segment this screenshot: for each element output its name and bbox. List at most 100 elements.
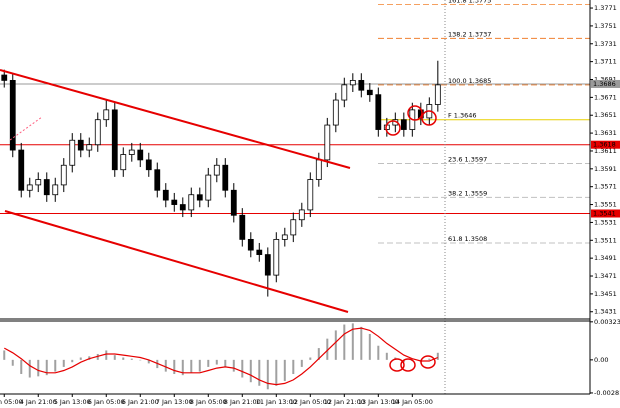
histogram-bar <box>198 359 201 372</box>
price-panel: 1.3771 1.3751 1.3731 1.3711 1.3691 1.3671 1.36… <box>0 0 620 316</box>
histogram-bar <box>292 359 295 374</box>
candle-body <box>307 179 314 211</box>
histogram-bar <box>436 352 439 360</box>
candle-body <box>43 179 50 196</box>
x-tick-label: 11 Jan 13:00 <box>256 398 297 406</box>
histogram-bar <box>377 345 380 360</box>
y-tick-label: 0.00323 <box>594 318 620 326</box>
candle-body <box>366 89 373 96</box>
histogram-bar <box>3 350 6 360</box>
candle-body <box>145 159 152 171</box>
y-tick-label: 1.3751 <box>594 22 617 30</box>
candle-body <box>26 184 33 191</box>
macd-panel: 0.00323 0.00 -0.00281 4 Jan 05:004 Jan 21:0… <box>0 318 620 406</box>
candle-body <box>315 159 322 180</box>
candle-body <box>222 164 229 191</box>
histogram-bar <box>54 359 57 372</box>
candle-body <box>290 219 297 236</box>
histogram-bar <box>309 357 312 360</box>
highlight-circle <box>421 110 437 126</box>
candle-body <box>128 149 135 155</box>
histogram-bar <box>37 359 40 377</box>
candle-body <box>52 184 59 196</box>
histogram-bar <box>249 359 252 383</box>
candle-body <box>86 144 93 151</box>
signal-line <box>4 327 439 386</box>
histogram-bar <box>343 324 346 360</box>
candle-body <box>247 238 254 251</box>
level-tag <box>591 209 620 218</box>
candle-body <box>273 238 280 276</box>
y-tick-label: 1.3611 <box>594 147 617 155</box>
candle-body <box>341 84 348 101</box>
channel-lower <box>4 210 349 313</box>
histogram-bar <box>173 359 176 374</box>
y-tick-label: 1.3651 <box>594 111 617 119</box>
fib-label: 138.2 1.3737 <box>448 30 491 38</box>
histogram-bar <box>275 359 278 386</box>
y-tick-label: 1.3471 <box>594 272 617 280</box>
x-tick-label: 12 Jan 05:00 <box>290 398 331 406</box>
candle-body <box>349 79 356 86</box>
candle-body <box>137 149 144 161</box>
candle-body <box>179 204 186 211</box>
y-tick-label: 0.00 <box>594 356 608 364</box>
candle-body <box>69 139 76 166</box>
histogram-bar <box>139 359 142 361</box>
fib-label: 61.8 1.3508 <box>448 235 487 243</box>
histogram-bar <box>232 359 235 372</box>
fib-label: 23.6 1.3597 <box>448 155 487 163</box>
candle-body <box>264 254 271 276</box>
y-tick-label: 1.3571 <box>594 183 617 191</box>
candle-body <box>188 194 195 211</box>
histogram-bar <box>11 359 14 366</box>
histogram-bar <box>317 348 320 360</box>
histogram-bar <box>181 359 184 376</box>
histogram-bar <box>334 330 337 360</box>
histogram-bar <box>122 357 125 360</box>
candle-body <box>9 79 16 151</box>
x-tick-label: 4 Jan 05:00 <box>0 398 23 406</box>
candle-body <box>205 174 212 201</box>
histogram-bar <box>266 359 269 390</box>
candle-body <box>434 84 441 105</box>
histogram-bar <box>385 352 388 360</box>
candle-body <box>120 154 127 171</box>
x-tick-label: 5 Jan 13:00 <box>54 398 91 406</box>
candle-body <box>103 109 110 121</box>
candle-body <box>400 119 407 130</box>
x-tick-label: 8 Jan 05:00 <box>190 398 227 406</box>
histogram-bar <box>326 338 329 360</box>
histogram-bar <box>351 323 354 360</box>
trend-hint <box>9 116 43 141</box>
level-label: 1.3618 <box>593 141 616 149</box>
fib-label: F 1.3646 <box>448 112 477 120</box>
candle-body <box>162 189 169 201</box>
y-tick-label: 1.3631 <box>594 129 617 137</box>
histogram-bar <box>105 350 108 360</box>
candle-body <box>60 164 67 186</box>
candle-body <box>111 109 118 171</box>
histogram-bar <box>224 359 227 367</box>
level-tag <box>591 140 620 149</box>
candle-body <box>375 94 382 130</box>
highlight-circle <box>385 120 401 136</box>
y-tick-label: 1.3671 <box>594 93 617 101</box>
histogram-bar <box>428 358 431 360</box>
candle-body <box>35 179 42 186</box>
y-tick-label: 1.3531 <box>594 218 617 226</box>
histogram-bar <box>130 358 133 360</box>
candle-body <box>239 214 246 240</box>
y-tick-label: 1.3551 <box>594 201 617 209</box>
candle-body <box>332 99 339 126</box>
x-tick-label: 6 Jan 05:00 <box>88 398 125 406</box>
candle-body <box>94 119 101 146</box>
highlight-circle <box>407 105 423 121</box>
candle-body <box>154 169 161 191</box>
histogram-bar <box>258 359 261 386</box>
highlight-circle <box>420 355 436 369</box>
y-tick-label: 1.3451 <box>594 290 617 298</box>
highlight-circle <box>389 358 405 372</box>
y-tick-label: 1.3731 <box>594 40 617 48</box>
